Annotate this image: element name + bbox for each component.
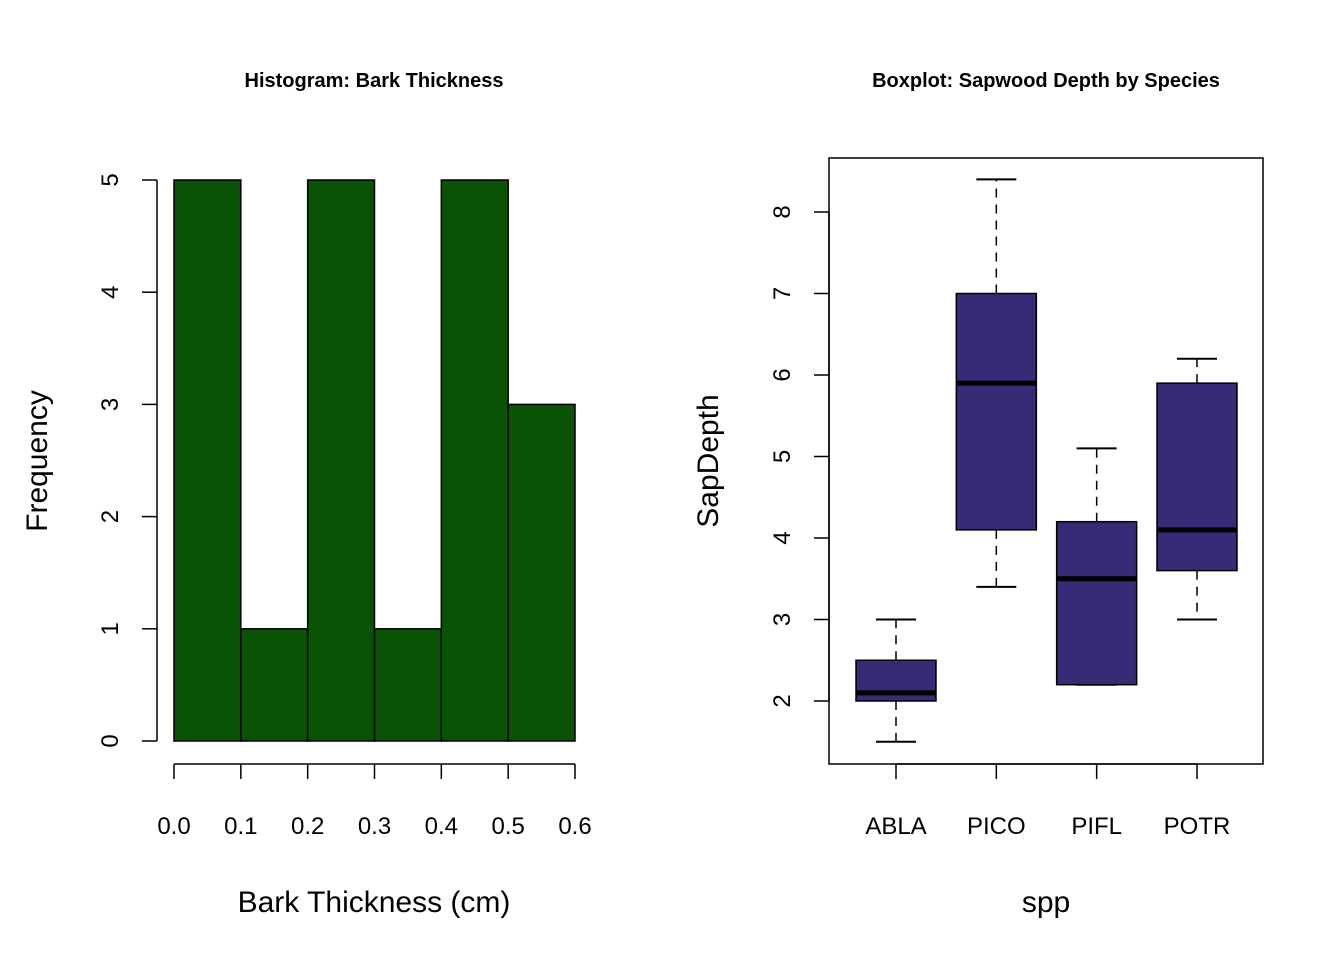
histogram-x-axis: 0.0 0.1 0.2 0.3 0.4 0.5 0.6 [157,763,592,840]
boxplot-x-tick-label-1: PICO [967,813,1026,840]
histogram-bar-3 [373,628,443,742]
histogram-y-tick-label-4: 4 [97,286,124,299]
boxplot-y-label: SapDepth [692,394,725,527]
histogram-x-label: Bark Thickness (cm) [238,886,511,919]
histogram-y-tick-label-5: 5 [97,173,124,186]
histogram-y-tick-label-0: 0 [97,734,124,747]
histogram-bars [173,179,576,742]
histogram-bar-5 [507,403,576,742]
histogram-y-label: Frequency [21,390,54,532]
boxplot-y-tick-label-4: 6 [769,368,796,381]
histogram-x-tick-label-5: 0.5 [491,813,524,840]
histogram-bar-1 [240,628,309,742]
boxplot-y-tick-label-0: 2 [769,694,796,707]
histogram-title: Histogram: Bark Thickness [245,70,504,92]
boxplot-box-potr [1156,382,1238,572]
histogram-x-tick-label-4: 0.4 [425,813,458,840]
histogram-y-axis: 0 1 2 3 4 5 [97,173,158,748]
histogram-y-tick-label-3: 3 [97,398,124,411]
boxplot-y-axis: 2 3 4 5 6 7 8 [769,205,830,708]
boxplot-box-pico [955,292,1038,531]
boxplot-boxes [855,178,1238,743]
histogram-x-tick-label-2: 0.2 [291,813,324,840]
histogram-bar-4 [440,179,509,742]
histogram-bar-2 [306,179,376,742]
boxplot-panel: Boxplot: Sapwood Depth by Species 2 3 4 5 6 7… [692,70,1264,919]
boxplot-y-tick-label-5: 7 [769,287,796,300]
histogram-x-tick-label-3: 0.3 [358,813,391,840]
boxplot-x-axis: ABLA PICO PIFL POTR [865,763,1231,840]
boxplot-y-tick-label-3: 5 [769,450,796,463]
boxplot-y-tick-label-6: 8 [769,205,796,218]
boxplot-x-tick-label-3: POTR [1164,813,1231,840]
boxplot-y-tick-label-1: 3 [769,613,796,626]
histogram-bar-0 [173,179,242,742]
histogram-y-tick-label-2: 2 [97,510,124,523]
boxplot-x-label: spp [1022,886,1070,919]
histogram-x-tick-label-6: 0.6 [558,813,591,840]
histogram-y-tick-label-1: 1 [97,622,124,635]
boxplot-box-pifl [1055,520,1138,686]
boxplot-title: Boxplot: Sapwood Depth by Species [872,70,1220,92]
boxplot-x-tick-label-2: PIFL [1071,813,1122,840]
histogram-x-tick-label-1: 0.1 [224,813,257,840]
histogram-x-tick-label-0: 0.0 [157,813,190,840]
boxplot-x-tick-label-0: ABLA [865,813,926,840]
boxplot-y-tick-label-2: 4 [769,531,796,544]
